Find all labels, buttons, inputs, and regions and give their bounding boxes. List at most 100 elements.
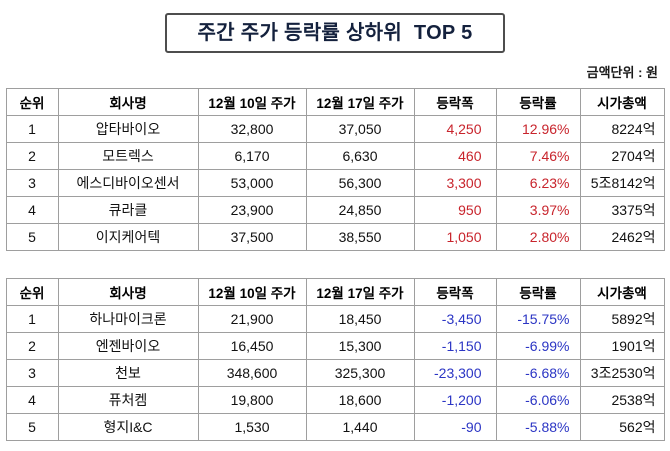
- cell-change-amount: -1,200: [413, 386, 497, 414]
- cell-price-dec17: 6,630: [305, 142, 415, 170]
- cell-rank: 1: [5, 305, 59, 333]
- cell-company: 퓨처켐: [57, 386, 199, 414]
- cell-rank: 5: [5, 223, 59, 251]
- table-row: 2 엔젠바이오 16,450 15,300 -1,150 -6.99% 1901억: [5, 332, 665, 360]
- column-header-market-cap: 시가총액: [579, 278, 665, 306]
- cell-market-cap: 3375억: [579, 196, 665, 224]
- cell-price-dec17: 15,300: [305, 332, 415, 360]
- header-row: 순위 회사명 12월 10일 주가 12월 17일 주가 등락폭 등락률 시가총액: [5, 278, 665, 306]
- cell-company: 압타바이오: [57, 115, 199, 143]
- cell-price-dec10: 53,000: [197, 169, 307, 197]
- unit-note: 금액단위 : 원: [586, 65, 658, 80]
- cell-rank: 4: [5, 386, 59, 414]
- table-row: 1 압타바이오 32,800 37,050 4,250 12.96% 8224억: [5, 115, 665, 143]
- table-row: 2 모트렉스 6,170 6,630 460 7.46% 2704억: [5, 142, 665, 170]
- cell-rank: 5: [5, 413, 59, 441]
- cell-change-rate: -6.68%: [495, 359, 581, 387]
- cell-price-dec17: 37,050: [305, 115, 415, 143]
- cell-change-amount: -90: [413, 413, 497, 441]
- column-header-price-dec17: 12월 17일 주가: [305, 88, 415, 116]
- cell-price-dec17: 1,440: [305, 413, 415, 441]
- cell-change-rate: -6.06%: [495, 386, 581, 414]
- column-header-rank: 순위: [5, 278, 59, 306]
- page-title: 주간 주가 등락률 상하위 TOP 5: [165, 13, 505, 53]
- cell-price-dec17: 56,300: [305, 169, 415, 197]
- table-row: 5 이지케어텍 37,500 38,550 1,050 2.80% 2462억: [5, 223, 665, 251]
- cell-company: 형지I&C: [57, 413, 199, 441]
- column-header-price-dec17: 12월 17일 주가: [305, 278, 415, 306]
- cell-price-dec10: 21,900: [197, 305, 307, 333]
- table-row: 3 에스디바이오센서 53,000 56,300 3,300 6.23% 5조8142억: [5, 169, 665, 197]
- cell-change-amount: 950: [413, 196, 497, 224]
- cell-company: 천보: [57, 359, 199, 387]
- cell-change-rate: 7.46%: [495, 142, 581, 170]
- column-header-change-rate: 등락률: [495, 278, 581, 306]
- table-row: 4 큐라클 23,900 24,850 950 3.97% 3375억: [5, 196, 665, 224]
- cell-rank: 3: [5, 359, 59, 387]
- cell-change-rate: 3.97%: [495, 196, 581, 224]
- cell-company: 모트렉스: [57, 142, 199, 170]
- cell-change-amount: -1,150: [413, 332, 497, 360]
- table-row: 4 퓨처켐 19,800 18,600 -1,200 -6.06% 2538억: [5, 386, 665, 414]
- column-header-price-dec10: 12월 10일 주가: [197, 278, 307, 306]
- table-row: 5 형지I&C 1,530 1,440 -90 -5.88% 562억: [5, 413, 665, 441]
- cell-company: 이지케어텍: [57, 223, 199, 251]
- cell-price-dec10: 16,450: [197, 332, 307, 360]
- cell-price-dec10: 37,500: [197, 223, 307, 251]
- cell-price-dec10: 348,600: [197, 359, 307, 387]
- title-highlight: TOP 5: [413, 22, 473, 44]
- cell-rank: 2: [5, 332, 59, 360]
- column-header-change-rate: 등락률: [495, 88, 581, 116]
- title-text: 주간 주가 등락률 상하위: [197, 22, 403, 44]
- column-header-price-dec10: 12월 10일 주가: [197, 88, 307, 116]
- cell-market-cap: 5892억: [579, 305, 665, 333]
- cell-change-rate: -15.75%: [495, 305, 581, 333]
- losers-table: 순위 회사명 12월 10일 주가 12월 17일 주가 등락폭 등락률 시가총액 1 하나마이…: [5, 278, 665, 441]
- cell-price-dec10: 6,170: [197, 142, 307, 170]
- cell-market-cap: 5조8142억: [579, 169, 665, 197]
- cell-price-dec10: 32,800: [197, 115, 307, 143]
- cell-rank: 1: [5, 115, 59, 143]
- table-row: 1 하나마이크론 21,900 18,450 -3,450 -15.75% 5892억: [5, 305, 665, 333]
- title-wrap: 주간 주가 등락률 상하위 TOP 5: [0, 0, 670, 53]
- cell-price-dec10: 23,900: [197, 196, 307, 224]
- cell-change-rate: 2.80%: [495, 223, 581, 251]
- column-header-company: 회사명: [57, 88, 199, 116]
- cell-change-amount: -23,300: [413, 359, 497, 387]
- cell-change-amount: 4,250: [413, 115, 497, 143]
- cell-market-cap: 1901억: [579, 332, 665, 360]
- cell-price-dec17: 325,300: [305, 359, 415, 387]
- cell-market-cap: 562억: [579, 413, 665, 441]
- cell-price-dec10: 1,530: [197, 413, 307, 441]
- column-header-market-cap: 시가총액: [579, 88, 665, 116]
- cell-price-dec10: 19,800: [197, 386, 307, 414]
- cell-change-amount: 460: [413, 142, 497, 170]
- table-row: 3 천보 348,600 325,300 -23,300 -6.68% 3조2530억: [5, 359, 665, 387]
- cell-company: 에스디바이오센서: [57, 169, 199, 197]
- cell-market-cap: 2462억: [579, 223, 665, 251]
- cell-company: 엔젠바이오: [57, 332, 199, 360]
- cell-rank: 2: [5, 142, 59, 170]
- cell-change-rate: 12.96%: [495, 115, 581, 143]
- header-row: 순위 회사명 12월 10일 주가 12월 17일 주가 등락폭 등락률 시가총액: [5, 88, 665, 116]
- cell-change-rate: 6.23%: [495, 169, 581, 197]
- cell-change-amount: 3,300: [413, 169, 497, 197]
- cell-market-cap: 2704억: [579, 142, 665, 170]
- cell-rank: 3: [5, 169, 59, 197]
- column-header-change-amount: 등락폭: [413, 278, 497, 306]
- cell-price-dec17: 18,600: [305, 386, 415, 414]
- cell-change-amount: -3,450: [413, 305, 497, 333]
- cell-change-amount: 1,050: [413, 223, 497, 251]
- cell-price-dec17: 24,850: [305, 196, 415, 224]
- cell-market-cap: 8224억: [579, 115, 665, 143]
- column-header-change-amount: 등락폭: [413, 88, 497, 116]
- cell-price-dec17: 18,450: [305, 305, 415, 333]
- cell-market-cap: 2538억: [579, 386, 665, 414]
- column-header-rank: 순위: [5, 88, 59, 116]
- cell-company: 큐라클: [57, 196, 199, 224]
- cell-company: 하나마이크론: [57, 305, 199, 333]
- cell-market-cap: 3조2530억: [579, 359, 665, 387]
- gainers-table: 순위 회사명 12월 10일 주가 12월 17일 주가 등락폭 등락률 시가총액 1 압타바이…: [5, 88, 665, 251]
- cell-change-rate: -5.88%: [495, 413, 581, 441]
